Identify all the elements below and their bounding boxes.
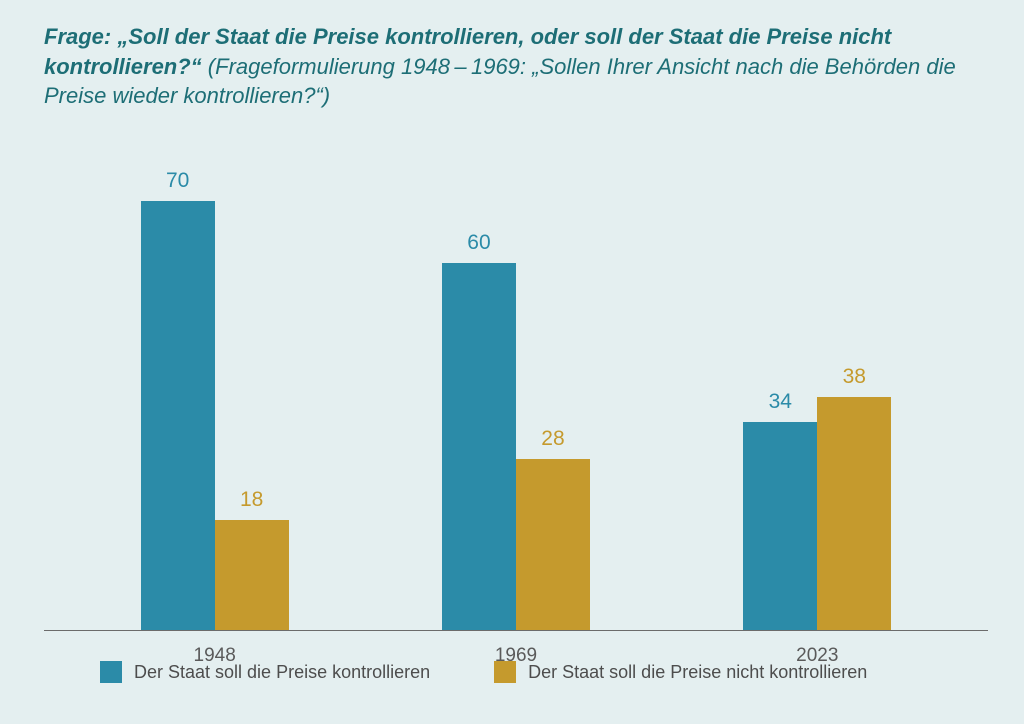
bar-value-label: 70: [166, 169, 189, 193]
bar-wrap: 70: [141, 169, 215, 630]
bar-value-label: 28: [541, 427, 564, 451]
bar-wrap: 38: [817, 365, 891, 630]
bar: [817, 397, 891, 630]
bar-wrap: 60: [442, 231, 516, 631]
bar-group: 34 38: [743, 365, 891, 630]
bar-groups: 70 18 60 28 34 38: [44, 141, 988, 631]
chart-question: Frage: „Soll der Staat die Preise kontro…: [44, 22, 964, 111]
bar-group: 70 18: [141, 169, 289, 630]
x-axis-labels: 1948 1969 2023: [44, 631, 988, 667]
bar: [215, 520, 289, 630]
bar: [442, 263, 516, 631]
bar-value-label: 38: [843, 365, 866, 389]
x-axis-label: 1969: [442, 645, 590, 667]
bar-wrap: 34: [743, 390, 817, 630]
x-axis-label: 2023: [743, 645, 891, 667]
bar: [743, 422, 817, 630]
bar-value-label: 60: [467, 231, 490, 255]
bar: [516, 459, 590, 631]
x-axis-label: 1948: [141, 645, 289, 667]
bar-wrap: 18: [215, 488, 289, 630]
bar-value-label: 18: [240, 488, 263, 512]
chart-panel: Frage: „Soll der Staat die Preise kontro…: [0, 0, 1024, 724]
chart-plot-area: 701860283438 194819692023: [44, 141, 988, 631]
bar: [141, 201, 215, 630]
bar-wrap: 28: [516, 427, 590, 631]
bar-value-label: 34: [769, 390, 792, 414]
bar-group: 60 28: [442, 231, 590, 631]
